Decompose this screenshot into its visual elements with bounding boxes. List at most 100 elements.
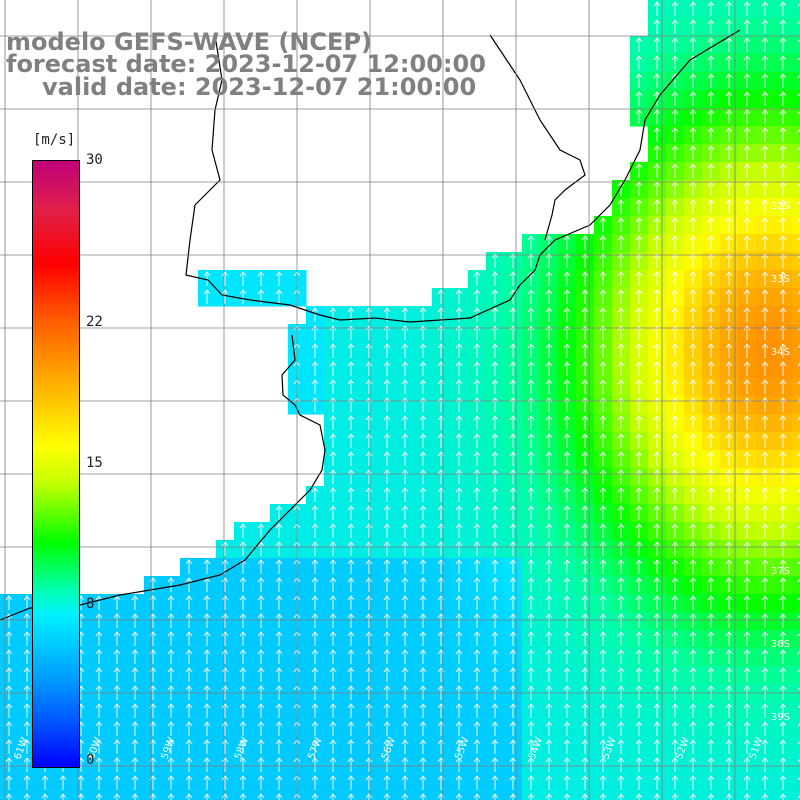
wind-arrow <box>311 577 319 592</box>
wind-arrow <box>797 488 800 493</box>
wind-arrow <box>203 613 211 628</box>
wind-arrow <box>563 775 571 790</box>
wind-arrow <box>275 793 283 800</box>
wind-arrow <box>491 721 499 736</box>
wind-arrow <box>689 631 697 646</box>
wind-arrow <box>617 649 625 664</box>
wind-arrow <box>347 739 355 754</box>
wind-arrow <box>455 469 463 484</box>
wind-arrow <box>671 235 679 250</box>
wind-arrow <box>617 487 625 502</box>
wind-arrow <box>671 253 679 268</box>
wind-arrow <box>581 703 589 718</box>
wind-arrow <box>329 577 337 592</box>
wind-cell <box>792 198 800 217</box>
wind-arrow <box>185 703 193 718</box>
wind-arrow <box>239 775 247 790</box>
wind-arrow <box>347 703 355 718</box>
wind-arrow <box>653 739 661 754</box>
wind-arrow <box>347 775 355 790</box>
wind-arrow <box>167 667 175 682</box>
wind-arrow <box>707 361 715 376</box>
wind-arrow <box>563 253 571 268</box>
wind-arrow <box>473 631 481 646</box>
wind-arrow <box>689 199 697 214</box>
wind-arrow <box>761 55 769 70</box>
wind-arrow <box>653 109 661 124</box>
wind-arrow <box>635 613 643 628</box>
wind-arrow <box>635 433 643 448</box>
wind-arrow <box>401 487 409 502</box>
wind-arrow <box>383 523 391 538</box>
wind-arrow <box>473 577 481 592</box>
wind-arrow <box>491 559 499 574</box>
wind-arrow <box>725 235 733 250</box>
wind-arrow <box>689 37 697 52</box>
wind-arrow <box>653 19 661 34</box>
wind-arrow <box>221 667 229 682</box>
wind-arrow <box>563 379 571 394</box>
wind-arrow <box>329 505 337 520</box>
wind-arrow <box>473 361 481 376</box>
wind-arrow <box>635 55 643 70</box>
wind-arrow <box>311 307 319 322</box>
wind-arrow <box>527 523 535 538</box>
wind-arrow <box>113 757 121 772</box>
wind-arrow <box>131 739 139 754</box>
wind-arrow <box>779 487 787 502</box>
wind-arrow <box>617 361 625 376</box>
wind-arrow <box>635 217 643 232</box>
wind-arrow <box>635 469 643 484</box>
wind-arrow <box>689 289 697 304</box>
wind-arrow <box>329 775 337 790</box>
wind-arrow <box>617 577 625 592</box>
wind-arrow <box>221 613 229 628</box>
wind-arrow <box>707 415 715 430</box>
wind-arrow <box>365 739 373 754</box>
wind-arrow <box>743 703 751 718</box>
wind-arrow <box>185 649 193 664</box>
wind-arrow <box>23 649 31 664</box>
wind-arrow <box>257 757 265 772</box>
wind-arrow <box>779 541 787 556</box>
wind-arrow <box>653 217 661 232</box>
wind-arrow <box>653 127 661 142</box>
wind-arrow <box>491 289 499 304</box>
wind-arrow <box>581 577 589 592</box>
wind-cell <box>792 216 800 235</box>
wind-arrow <box>311 739 319 754</box>
wind-arrow <box>509 451 517 466</box>
wind-arrow <box>365 793 373 800</box>
wind-arrow <box>563 757 571 772</box>
wind-arrow <box>131 703 139 718</box>
wind-arrow <box>599 415 607 430</box>
wind-arrow <box>167 721 175 736</box>
wind-cell <box>792 252 800 271</box>
wind-arrow <box>743 163 751 178</box>
wind-arrow <box>779 217 787 232</box>
wind-arrow <box>509 415 517 430</box>
wind-arrow <box>671 343 679 358</box>
wind-arrow <box>707 73 715 88</box>
wind-arrow <box>527 667 535 682</box>
wind-arrow <box>653 523 661 538</box>
wind-arrow <box>203 649 211 664</box>
wind-cell <box>792 414 800 433</box>
wind-arrow <box>239 739 247 754</box>
wind-arrow <box>707 37 715 52</box>
wind-arrow <box>455 739 463 754</box>
wind-arrow <box>707 127 715 142</box>
wind-arrow <box>545 721 553 736</box>
wind-arrow <box>509 307 517 322</box>
wind-arrow <box>311 361 319 376</box>
wind-arrow <box>725 37 733 52</box>
wind-arrow <box>707 505 715 520</box>
wind-arrow <box>257 667 265 682</box>
wind-arrow <box>797 218 800 223</box>
wind-cell <box>792 666 800 685</box>
wind-arrow <box>275 559 283 574</box>
wind-arrow <box>761 469 769 484</box>
wind-arrow <box>59 793 67 800</box>
wind-arrow <box>527 307 535 322</box>
wind-arrow <box>725 379 733 394</box>
